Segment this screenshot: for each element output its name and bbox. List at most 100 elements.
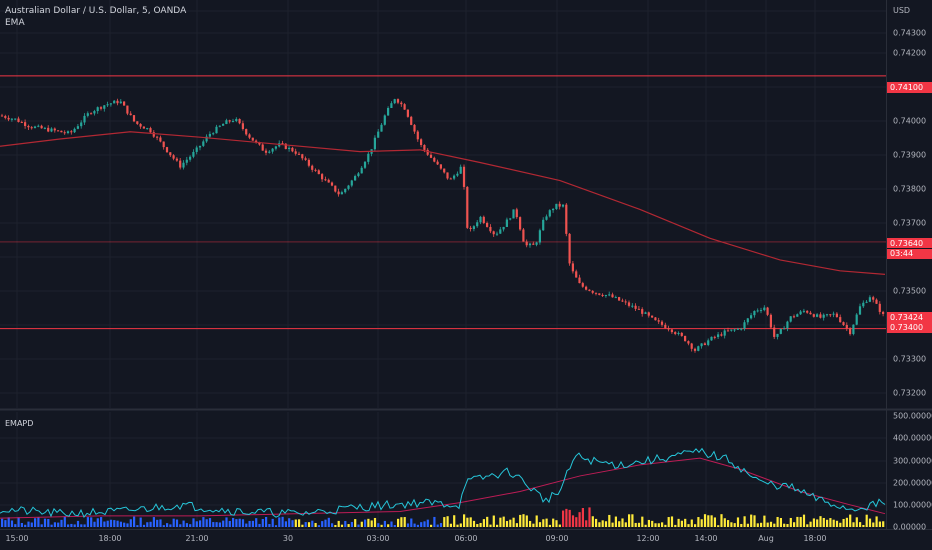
- candle: [24, 122, 27, 126]
- candle: [624, 301, 627, 303]
- candle: [324, 179, 327, 181]
- histogram-bar: [212, 522, 215, 527]
- histogram-bar: [265, 516, 268, 527]
- histogram-bar: [555, 520, 558, 527]
- histogram-bar: [67, 524, 70, 527]
- candle: [875, 299, 878, 304]
- candle: [598, 293, 601, 295]
- candle: [307, 159, 310, 166]
- candle: [380, 124, 383, 132]
- histogram-bar: [720, 514, 723, 527]
- candle: [393, 99, 396, 104]
- candle: [878, 303, 881, 312]
- candle: [192, 151, 195, 157]
- candle: [20, 121, 23, 123]
- histogram-bar: [288, 518, 291, 527]
- histogram-bar: [245, 523, 248, 527]
- histogram-bar: [373, 517, 377, 527]
- histogram-bar: [175, 519, 179, 527]
- candle: [446, 172, 449, 179]
- histogram-bar: [763, 515, 766, 527]
- histogram-bar: [86, 517, 89, 527]
- histogram-bar: [317, 525, 320, 527]
- time-axis-label: 09:00: [545, 534, 569, 543]
- candle: [614, 297, 617, 299]
- histogram-bar: [271, 518, 274, 527]
- candle: [10, 118, 13, 120]
- candle: [657, 320, 660, 322]
- candle: [604, 295, 607, 297]
- ema-indicator-label[interactable]: EMA: [5, 17, 25, 28]
- time-axis-label: 06:00: [454, 534, 478, 543]
- histogram-bar: [463, 514, 466, 527]
- histogram-bar: [878, 521, 881, 527]
- histogram-bar: [522, 514, 525, 527]
- candle: [588, 289, 591, 291]
- histogram-bar: [433, 516, 436, 527]
- histogram-bar: [364, 519, 367, 527]
- candle: [664, 324, 667, 329]
- histogram-bar: [604, 521, 608, 527]
- candle: [812, 314, 815, 317]
- histogram-bar: [499, 517, 502, 527]
- candle: [225, 120, 228, 125]
- price-axis-label: 0.73200: [893, 388, 927, 398]
- candle: [842, 322, 845, 326]
- histogram-bar: [10, 520, 14, 527]
- candle: [182, 162, 185, 168]
- candle: [357, 173, 360, 177]
- histogram-bar: [529, 520, 532, 527]
- candle: [205, 136, 208, 142]
- histogram-bar: [657, 523, 660, 527]
- candle: [578, 277, 581, 284]
- histogram-bar: [195, 521, 198, 527]
- candle: [297, 153, 301, 155]
- histogram-bar: [340, 524, 344, 527]
- histogram-bar: [357, 524, 360, 527]
- histogram-bar: [826, 519, 829, 527]
- histogram-bar: [733, 523, 736, 527]
- candle: [360, 167, 363, 174]
- candle: [733, 329, 736, 331]
- histogram-bar: [238, 518, 241, 527]
- price-axis-label: 0.73500: [893, 286, 927, 296]
- time-axis-label: 03:00: [366, 534, 390, 543]
- emapd-indicator-label[interactable]: EMAPD: [5, 419, 34, 428]
- time-axis-label: 14:00: [694, 534, 718, 543]
- candle: [195, 147, 198, 152]
- histogram-bar: [687, 524, 690, 527]
- time-axis-label: 12:00: [636, 534, 660, 543]
- histogram-bar: [654, 523, 657, 527]
- candle: [169, 152, 172, 156]
- candle: [294, 151, 297, 154]
- histogram-bar: [588, 507, 591, 527]
- histogram-bar: [647, 519, 650, 527]
- histogram-bar: [882, 521, 885, 527]
- candle: [274, 146, 277, 149]
- histogram-bar: [156, 519, 159, 527]
- currency-label[interactable]: USD: [893, 6, 911, 15]
- candle: [670, 329, 673, 333]
- histogram-bar: [397, 518, 400, 527]
- histogram-bar: [466, 517, 469, 527]
- histogram-bar: [387, 524, 390, 527]
- candle: [469, 227, 472, 230]
- candle: [769, 314, 772, 328]
- candle: [317, 170, 320, 175]
- candle: [532, 243, 535, 245]
- candle: [779, 328, 782, 334]
- histogram-bar: [24, 524, 27, 527]
- candle: [63, 132, 66, 134]
- candle: [60, 130, 63, 133]
- candle: [264, 150, 268, 153]
- candle: [726, 330, 730, 332]
- candle: [83, 115, 86, 123]
- candle: [723, 330, 726, 336]
- candle: [618, 297, 621, 301]
- histogram-bar: [205, 519, 208, 527]
- candle: [387, 107, 390, 116]
- histogram-bar: [802, 514, 806, 527]
- candle: [849, 328, 852, 335]
- candle: [746, 318, 749, 323]
